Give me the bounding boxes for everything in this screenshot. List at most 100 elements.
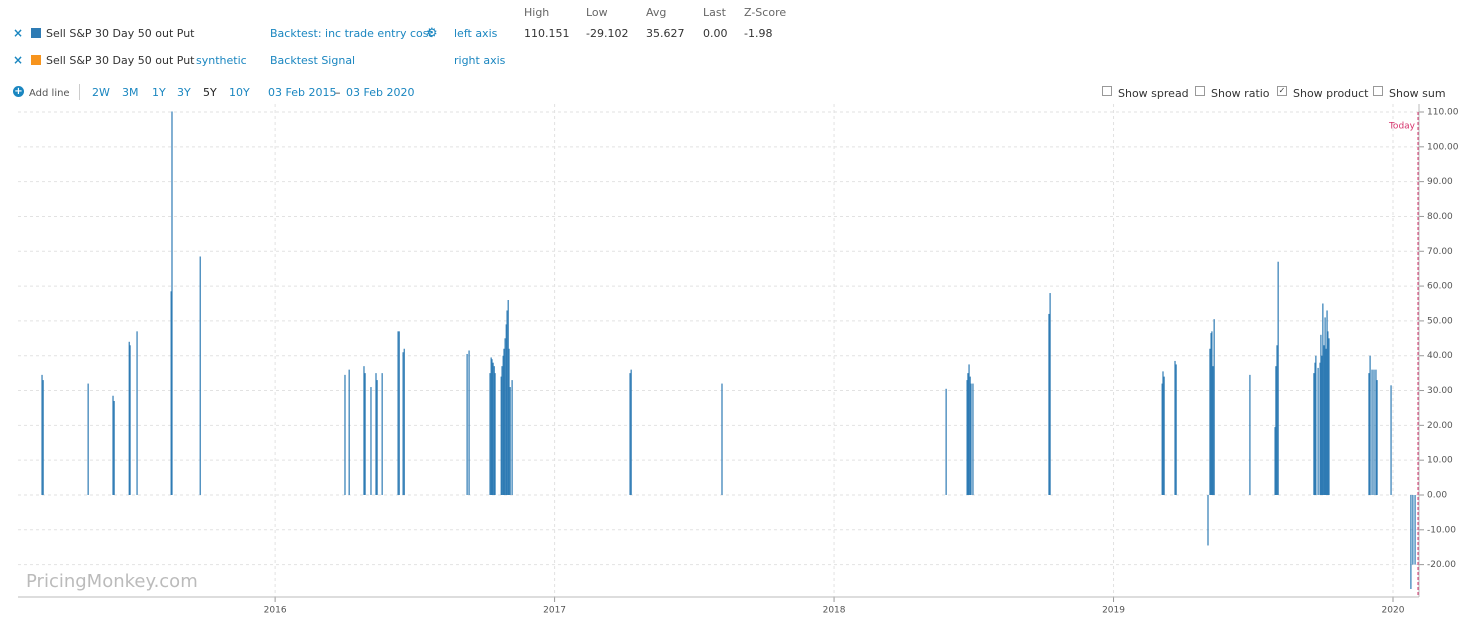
series-signal[interactable]: Backtest: inc trade entry cost — [270, 27, 433, 40]
bar — [1324, 317, 1326, 495]
bar — [468, 350, 470, 495]
bar — [466, 353, 468, 495]
bar — [508, 348, 510, 495]
checkbox[interactable] — [1195, 86, 1205, 96]
bar — [171, 111, 173, 495]
watermark: PricingMonkey.com — [26, 571, 198, 592]
bar — [1321, 355, 1323, 495]
bar — [1175, 364, 1177, 495]
y-tick-label: 70.00 — [1427, 247, 1453, 257]
checkbox[interactable]: ✓ — [1277, 86, 1287, 96]
bar — [1210, 333, 1212, 495]
date-to[interactable]: 03 Feb 2020 — [346, 86, 415, 99]
bar — [1323, 345, 1325, 495]
bar — [969, 376, 971, 495]
bar — [494, 373, 496, 495]
bar — [1049, 293, 1051, 495]
checkbox[interactable] — [1102, 86, 1112, 96]
range-button[interactable]: 10Y — [229, 86, 250, 99]
bar — [403, 348, 405, 495]
y-tick-label: 50.00 — [1427, 316, 1453, 326]
x-tick-label: 2019 — [1102, 606, 1125, 616]
remove-icon[interactable]: × — [13, 53, 24, 67]
checkbox[interactable] — [1373, 86, 1383, 96]
bar — [504, 338, 506, 495]
bar — [1213, 319, 1215, 495]
bar — [112, 395, 114, 495]
bar — [376, 380, 378, 495]
stat-header: Avg — [646, 6, 667, 19]
bar — [970, 383, 972, 495]
add-line[interactable]: Add line — [29, 88, 70, 99]
bar — [503, 348, 505, 495]
bar — [1314, 362, 1316, 495]
x-tick-label: 2017 — [543, 606, 566, 616]
bar — [364, 373, 366, 495]
stat-header: High — [524, 6, 550, 19]
bar — [136, 331, 138, 495]
bar — [1163, 376, 1165, 495]
axis-choice[interactable]: right axis — [454, 54, 506, 67]
bar — [1412, 494, 1414, 565]
bar — [1211, 331, 1213, 495]
legend-swatch — [31, 28, 41, 38]
add-line-icon[interactable]: + — [13, 86, 24, 97]
y-tick-label: -10.00 — [1427, 525, 1456, 535]
y-tick-label: 20.00 — [1427, 421, 1453, 431]
remove-icon[interactable]: × — [13, 26, 24, 40]
bar — [170, 291, 172, 495]
bar — [491, 359, 493, 495]
bar — [129, 345, 131, 495]
option-label[interactable]: Show product — [1293, 87, 1369, 100]
bar — [1371, 369, 1373, 495]
series-signal[interactable]: Backtest Signal — [270, 54, 356, 67]
y-tick-label: 30.00 — [1427, 386, 1453, 396]
bar — [42, 380, 44, 495]
date-separator: – — [335, 86, 341, 99]
bar — [375, 373, 377, 495]
bar — [397, 331, 399, 495]
bar — [1328, 338, 1330, 495]
y-tick-label: 80.00 — [1427, 212, 1453, 222]
stat-value: -29.102 — [586, 27, 629, 40]
bar — [381, 373, 383, 495]
bar — [1410, 494, 1412, 589]
bar — [1162, 371, 1164, 495]
bar — [966, 380, 968, 495]
y-tick-label: 0.00 — [1427, 490, 1447, 500]
date-from[interactable]: 03 Feb 2015 — [268, 86, 337, 99]
y-tick-label: 110.00 — [1427, 108, 1459, 118]
bar — [511, 380, 513, 495]
option-label[interactable]: Show spread — [1118, 87, 1189, 100]
legend-swatch — [31, 55, 41, 65]
today-label: Today — [1388, 122, 1416, 132]
option-label[interactable]: Show ratio — [1211, 87, 1270, 100]
stat-header: Low — [586, 6, 608, 19]
option-label[interactable]: Show sum — [1389, 87, 1446, 100]
range-button[interactable]: 5Y — [203, 86, 217, 99]
bar — [721, 383, 723, 495]
series-name: Sell S&P 30 Day 50 out Put — [46, 27, 195, 40]
range-button[interactable]: 2W — [92, 86, 110, 99]
range-button[interactable]: 1Y — [152, 86, 166, 99]
bar — [1376, 380, 1378, 495]
bar — [630, 369, 632, 495]
range-button[interactable]: 3Y — [177, 86, 191, 99]
series-name: Sell S&P 30 Day 50 out Put — [46, 54, 195, 67]
bar — [1275, 366, 1277, 495]
series-kind[interactable]: synthetic — [196, 54, 247, 67]
bar — [1212, 366, 1214, 495]
bar — [629, 373, 631, 495]
axis-choice[interactable]: left axis — [454, 27, 498, 40]
bar — [968, 364, 970, 495]
bar — [1317, 367, 1319, 495]
bar — [1322, 303, 1324, 495]
settings-icon[interactable]: ⚙ — [426, 26, 438, 41]
stat-header: Last — [703, 6, 726, 19]
bar — [489, 373, 491, 495]
range-button[interactable]: 3M — [122, 86, 139, 99]
bar — [199, 256, 201, 495]
bar — [402, 352, 404, 495]
